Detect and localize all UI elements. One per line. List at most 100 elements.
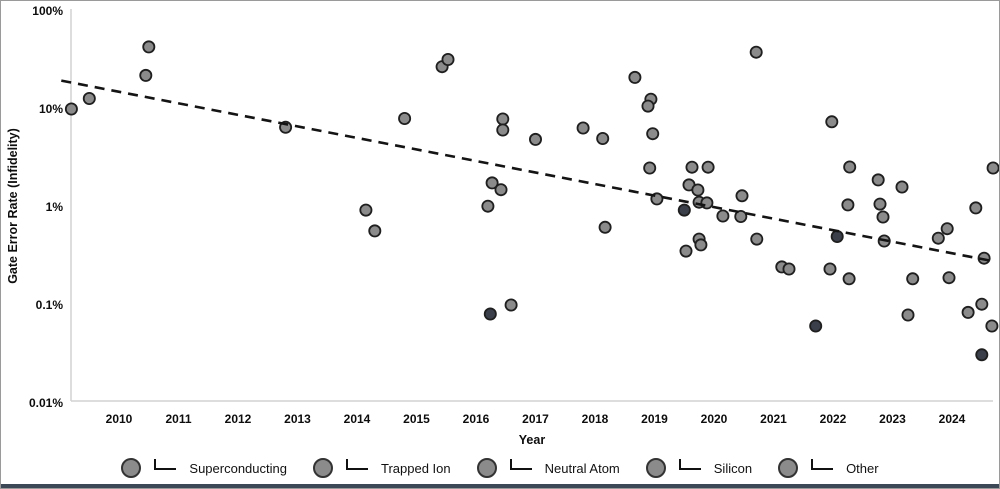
data-point (906, 272, 920, 286)
data-point (677, 203, 691, 217)
legend-label: Superconducting (189, 460, 287, 476)
legend-label: Trapped Ion (380, 460, 451, 476)
data-point (825, 115, 839, 129)
y-axis-title: Gate Error Rate (Infidelity) (6, 128, 20, 284)
data-point (679, 244, 693, 258)
x-tick-label: 2019 (641, 412, 668, 426)
legend-label: Other (846, 460, 879, 476)
data-point (871, 173, 885, 187)
legend-label: Neutral Atom (544, 460, 620, 476)
legend-item-silicon: Silicon (645, 458, 753, 478)
x-tick-label: 2015 (403, 412, 430, 426)
legend-item-other: Other (778, 458, 879, 478)
legend-circle-icon (645, 458, 666, 478)
x-tick-label: 2016 (463, 412, 490, 426)
data-point (576, 121, 590, 135)
data-point (441, 53, 455, 67)
x-tick-label: 2010 (106, 412, 133, 426)
data-point (830, 229, 844, 243)
data-point (481, 199, 495, 213)
data-point (359, 203, 373, 217)
x-tick-label: 2012 (225, 412, 252, 426)
data-point (942, 271, 956, 285)
data-point (986, 161, 999, 175)
data-point (598, 220, 612, 234)
data-point (485, 176, 499, 190)
x-tick-labels-group: 2010 2011 2012 2013 2014 2015 2016 2017 2018 2019… (106, 412, 966, 426)
data-point (685, 160, 699, 174)
legend-item-trapped-ion: Trapped Ion (312, 458, 451, 478)
legend-label: Silicon (713, 460, 753, 476)
y-tick-label: 0.01% (29, 396, 63, 410)
data-point (749, 45, 763, 59)
data-point (873, 197, 887, 211)
data-point (504, 298, 518, 312)
legend-circle-icon (476, 458, 497, 478)
legend-elbow-connector-icon (811, 458, 834, 470)
data-point (496, 112, 510, 126)
data-point (823, 262, 837, 276)
data-point (82, 92, 96, 106)
legend-circle-icon (778, 458, 799, 478)
data-point (901, 308, 915, 322)
x-tick-label: 2023 (879, 412, 906, 426)
legend: Superconducting Trapped Ion Neutral Atom Si… (1, 451, 999, 485)
legend-elbow-connector-icon (345, 458, 368, 470)
bottom-border-bar (1, 484, 999, 488)
x-tick-label: 2021 (760, 412, 787, 426)
data-points-group (64, 40, 999, 362)
y-tick-label: 0.1% (36, 298, 64, 312)
data-point (969, 201, 983, 215)
y-tick-label: 10% (39, 102, 63, 116)
data-point (750, 232, 764, 246)
x-axis-title: Year (519, 433, 546, 447)
data-point (694, 238, 708, 252)
data-point (809, 319, 823, 333)
data-point (735, 189, 749, 203)
data-point (895, 180, 909, 194)
data-point (483, 307, 497, 321)
x-tick-label: 2011 (165, 412, 191, 426)
data-point (975, 297, 989, 311)
data-point (782, 262, 796, 276)
y-tick-label: 100% (32, 4, 63, 18)
data-point (701, 160, 715, 174)
data-point (142, 40, 156, 54)
x-tick-label: 2022 (820, 412, 847, 426)
data-point (691, 183, 705, 197)
data-point (646, 127, 660, 141)
x-tick-label: 2014 (344, 412, 371, 426)
x-tick-label: 2020 (701, 412, 728, 426)
data-point (940, 222, 954, 236)
scatter-plot-canvas: 100%10%1%0.1%0.01% 2010 2011 2012 2013 2014 2… (6, 4, 999, 447)
data-point (716, 209, 730, 223)
data-point (985, 319, 999, 333)
data-point (398, 112, 412, 126)
data-point (700, 196, 714, 210)
x-tick-label: 2018 (582, 412, 609, 426)
legend-item-superconducting: Superconducting (121, 458, 287, 478)
legend-circle-icon (312, 458, 333, 478)
data-point (975, 348, 989, 362)
data-point (843, 160, 857, 174)
data-point (139, 68, 153, 82)
data-point (529, 132, 543, 146)
y-tick-labels-group: 100% 10% 1% 0.1% 0.01% (29, 4, 63, 410)
data-point (641, 99, 655, 113)
y-tick-label: 1% (46, 200, 64, 214)
legend-elbow-connector-icon (154, 458, 177, 470)
legend-elbow-connector-icon (509, 458, 532, 470)
x-tick-label: 2013 (284, 412, 311, 426)
data-point (596, 131, 610, 145)
legend-item-neutral-atom: Neutral Atom (476, 458, 620, 478)
data-point (368, 224, 382, 238)
x-tick-label: 2017 (522, 412, 549, 426)
data-point (64, 102, 78, 116)
data-point (961, 305, 975, 319)
trend-line (61, 79, 990, 262)
x-tick-label: 2024 (939, 412, 966, 426)
data-point (734, 209, 748, 223)
data-point (643, 161, 657, 175)
data-point (842, 272, 856, 286)
